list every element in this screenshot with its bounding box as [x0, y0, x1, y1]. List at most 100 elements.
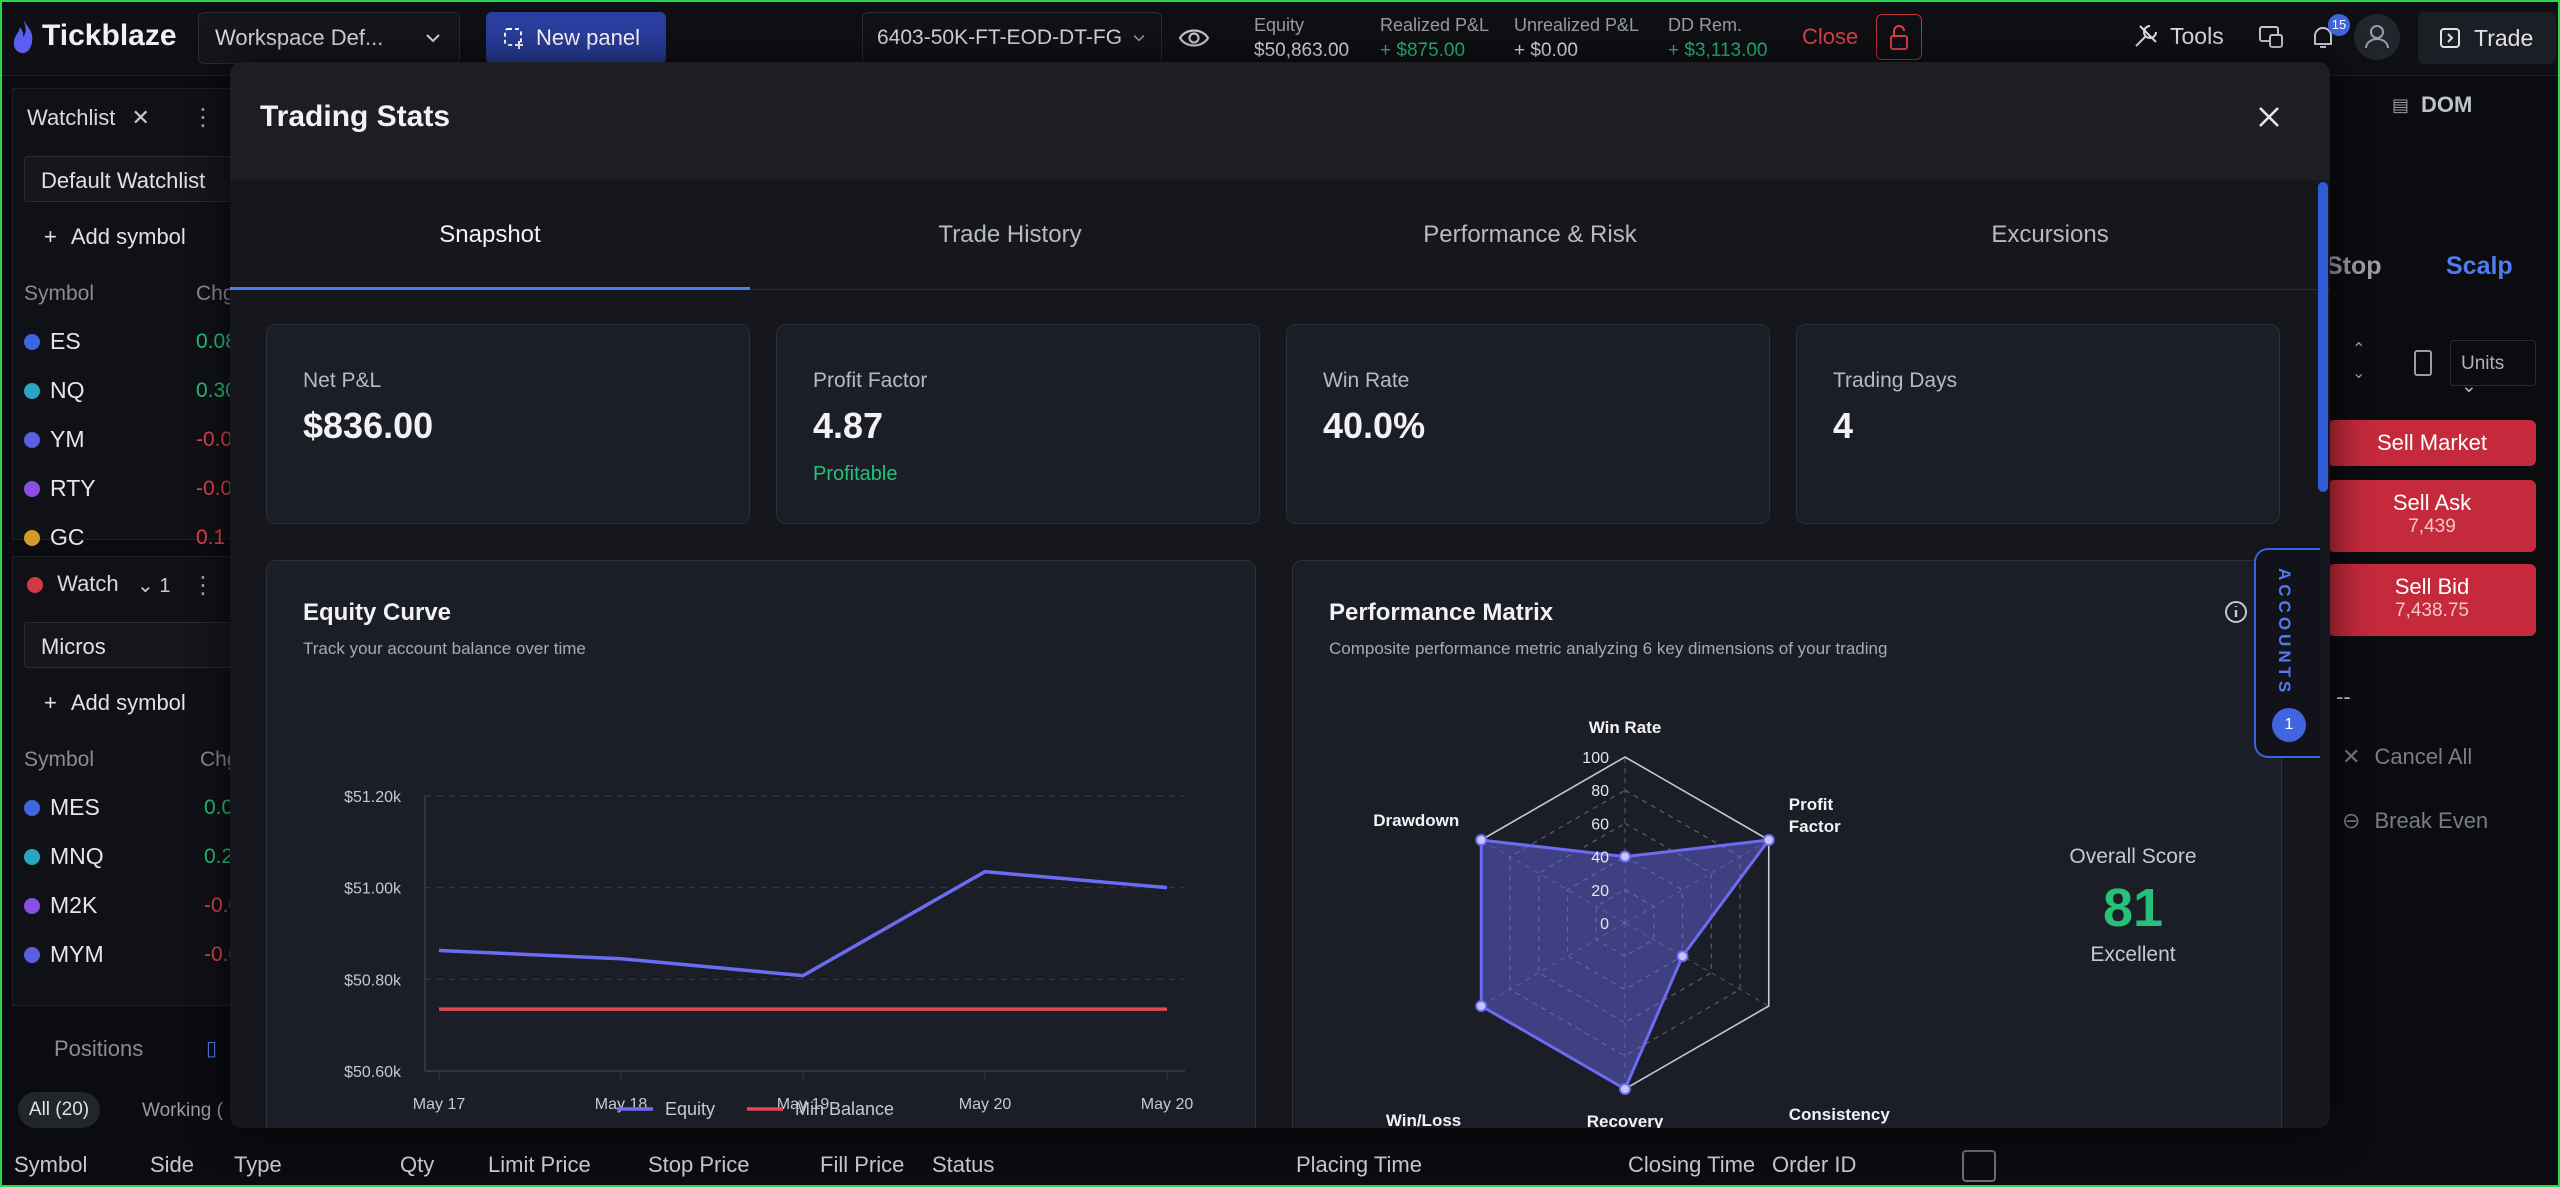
column-header[interactable]: Stop Price — [648, 1152, 750, 1177]
column-header[interactable]: Limit Price — [488, 1152, 591, 1177]
list-item[interactable]: RTY — [24, 475, 96, 502]
position-dash: -- — [2336, 684, 2351, 709]
watchlist2-select[interactable]: Micros — [24, 622, 244, 668]
sell-ask-price: 7,439 — [2408, 516, 2456, 537]
list-item[interactable]: ES — [24, 328, 81, 355]
record-dot-icon — [27, 577, 43, 594]
qty-stepper[interactable]: ⌃ ⌄ — [2352, 341, 2366, 382]
radar-area — [1479, 838, 1773, 1092]
accounts-tab[interactable]: ACCOUNTS 1 — [2254, 548, 2320, 758]
list-item[interactable]: YM — [24, 426, 85, 453]
app-logo[interactable]: Tickblaze — [10, 18, 177, 54]
symbol-change: 0.0 — [204, 796, 234, 819]
filter-all[interactable]: All (20) — [18, 1092, 100, 1128]
symbol-change: 0.08 — [196, 330, 237, 353]
info-icon[interactable] — [2223, 599, 2249, 625]
list-item[interactable]: NQ — [24, 377, 85, 404]
symbol-icon — [24, 848, 40, 865]
cancel-all-button[interactable]: ✕ Cancel All — [2342, 744, 2472, 770]
kebab-menu-icon[interactable]: ⋮ — [191, 104, 215, 131]
radar-axis-label: Recovery — [1587, 1112, 1664, 1128]
stop-tab[interactable]: Stop — [2326, 252, 2382, 280]
modal-scrollbar[interactable] — [2318, 182, 2328, 492]
scalp-tab[interactable]: Scalp — [2446, 252, 2513, 280]
add-symbol-button-2[interactable]: + Add symbol — [44, 690, 186, 716]
tools-button[interactable]: Tools — [2132, 22, 2224, 50]
list-item[interactable]: M2K — [24, 892, 97, 919]
workspace-select[interactable]: Workspace Def... — [198, 12, 460, 64]
bell-icon[interactable] — [2308, 22, 2338, 52]
column-header[interactable]: Closing Time — [1628, 1152, 1756, 1177]
kpi-label: Trading Days — [1833, 369, 1958, 392]
filter-working[interactable]: Working ( — [142, 1100, 223, 1121]
positions-title[interactable]: Positions — [54, 1036, 144, 1061]
user-icon — [2365, 25, 2389, 49]
radar-tick-label: 100 — [1582, 750, 1609, 767]
clipboard-icon[interactable]: ▯ — [206, 1038, 218, 1060]
overall-score: Overall Score 81 Excellent — [1993, 845, 2273, 967]
col-chg: Chg — [196, 282, 235, 305]
equity-title: Equity Curve — [303, 599, 452, 626]
break-even-button[interactable]: ⊖ Break Even — [2342, 808, 2488, 834]
col-chg: Chg — [200, 748, 239, 771]
overall-value: 81 — [2102, 878, 2164, 938]
column-header[interactable]: Status — [932, 1152, 995, 1177]
column-header[interactable]: Order ID — [1772, 1152, 1857, 1177]
add-symbol-button[interactable]: + Add symbol — [44, 224, 186, 250]
flame-logo-icon — [13, 19, 33, 53]
calculator-icon[interactable] — [2414, 350, 2432, 376]
list-item[interactable]: MNQ — [24, 843, 104, 870]
sell-ask-button[interactable]: Sell Ask 7,439 — [2328, 480, 2536, 552]
column-header[interactable]: Fill Price — [820, 1152, 905, 1177]
tab-excursions[interactable]: Excursions — [1991, 221, 2109, 248]
watchlist-select[interactable]: Default Watchlist — [24, 156, 244, 202]
tab-performance-risk[interactable]: Performance & Risk — [1423, 221, 1637, 248]
column-header[interactable]: Side — [150, 1152, 195, 1177]
sell-market-button[interactable]: Sell Market — [2328, 420, 2536, 466]
radar-tick-label: 60 — [1591, 816, 1609, 833]
symbol-icon — [24, 799, 40, 816]
column-header[interactable]: Placing Time — [1296, 1152, 1422, 1177]
kpi-value: 40.0% — [1323, 405, 1426, 446]
radar-spoke — [1480, 839, 1626, 924]
list-item[interactable]: GC — [24, 524, 85, 551]
symbol-icon — [24, 946, 40, 963]
column-header[interactable]: Qty — [400, 1152, 435, 1177]
table-columns-icon[interactable] — [1962, 1150, 1996, 1182]
tab-snapshot[interactable]: Snapshot — [230, 180, 750, 290]
watchlist2-count[interactable]: ⌄ 1 — [137, 575, 171, 597]
close-icon[interactable]: ✕ — [131, 105, 150, 130]
tools-label: Tools — [2170, 22, 2224, 49]
avatar[interactable] — [2354, 14, 2400, 60]
unrealized-label: Unrealized P&L — [1514, 15, 1640, 35]
list-item[interactable]: MES — [24, 794, 100, 821]
close-position-button[interactable]: Close — [1802, 24, 1859, 49]
list-item[interactable]: MYM — [24, 941, 104, 968]
plus-icon: + — [44, 690, 57, 715]
add-panel-icon — [504, 28, 523, 49]
eye-icon[interactable] — [1178, 22, 1210, 54]
new-panel-button[interactable]: New panel — [486, 12, 666, 64]
units-select[interactable]: Units ⌄ — [2450, 340, 2536, 397]
kebab-menu-icon[interactable]: ⋮ — [191, 572, 215, 599]
lock-button[interactable] — [1876, 14, 1922, 60]
watchlist2-tab[interactable]: Watch — [27, 571, 119, 597]
sell-bid-button[interactable]: Sell Bid 7,438.75 — [2328, 564, 2536, 636]
trade-label: Trade — [2474, 24, 2534, 51]
column-header[interactable]: Symbol — [14, 1152, 88, 1177]
trade-panel-icon — [2440, 28, 2460, 48]
layout-icon[interactable] — [2256, 22, 2286, 52]
dom-tab[interactable]: ▤ DOM — [2392, 92, 2472, 118]
column-header[interactable]: Type — [234, 1152, 282, 1177]
kpi-card-trading-days: Trading Days 4 — [1796, 324, 2280, 524]
cancel-icon: ✕ — [2342, 744, 2361, 769]
symbol-name: MNQ — [50, 843, 104, 869]
watchlist-tab[interactable]: Watchlist ✕ — [27, 105, 150, 131]
close-icon[interactable] — [2254, 102, 2284, 132]
radar-tick-label: 0 — [1600, 916, 1609, 933]
tab-trade-history[interactable]: Trade History — [938, 221, 1082, 248]
radar-point — [1475, 1000, 1488, 1012]
trade-button[interactable]: Trade — [2418, 12, 2556, 64]
kpi-value: 4.87 — [813, 405, 884, 446]
account-select[interactable]: 6403-50K-FT-EOD-DT-FG — [862, 12, 1162, 64]
